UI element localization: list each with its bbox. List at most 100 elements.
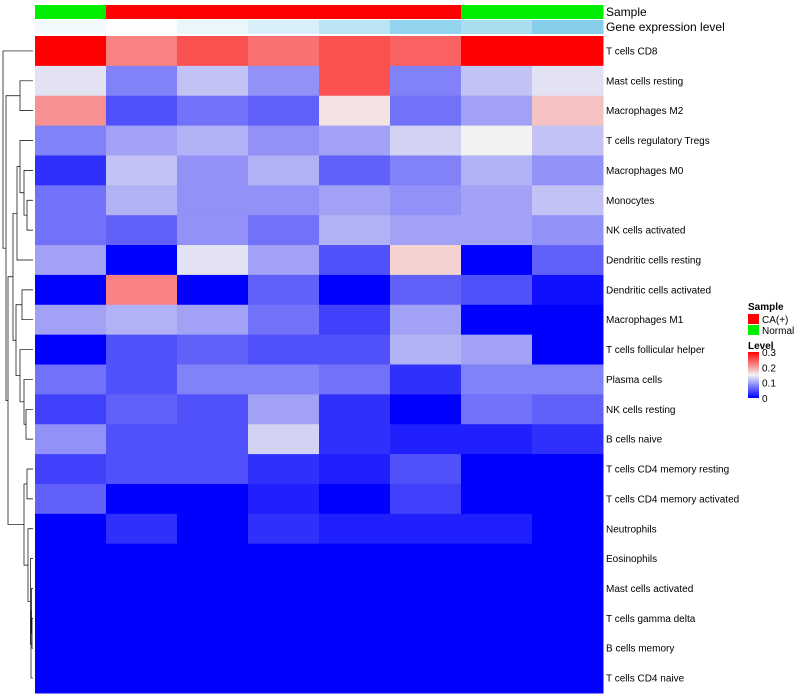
heatmap-cell	[106, 95, 178, 127]
row-label: T cells CD4 naive	[606, 674, 685, 685]
heatmap-cell	[319, 513, 391, 545]
heatmap-cell	[177, 603, 249, 634]
heatmap-cell	[177, 155, 249, 186]
gene-expression-annotation-cell	[177, 20, 249, 34]
sample-annotation-cell	[319, 5, 391, 19]
heatmap-cell	[461, 543, 533, 575]
heatmap-cell	[532, 424, 604, 455]
heatmap-cell	[35, 95, 107, 127]
heatmap-cell	[319, 36, 391, 67]
heatmap-cell	[319, 245, 391, 276]
heatmap-cell	[106, 394, 178, 425]
heatmap-cell	[35, 513, 107, 545]
heatmap-cell	[461, 65, 533, 97]
heatmap-cell	[461, 334, 533, 365]
heatmap-cell	[35, 304, 107, 336]
heatmap-cell	[319, 125, 391, 156]
heatmap-cell	[390, 513, 462, 545]
heatmap-cell	[319, 364, 391, 395]
heatmap-cell	[106, 36, 178, 67]
row-label: T cells CD4 memory resting	[606, 465, 729, 476]
legend-tick: 0.2	[762, 363, 776, 374]
heatmap-cell	[35, 245, 107, 276]
heatmap-cell	[106, 65, 178, 97]
heatmap-cell	[461, 36, 533, 67]
dendrogram-branch	[23, 170, 33, 216]
heatmap-cell	[319, 603, 391, 634]
heatmap-cell	[177, 215, 249, 246]
heatmap-cell	[35, 573, 107, 604]
sample-annotation-cell	[248, 5, 320, 19]
heatmap-cell	[532, 95, 604, 127]
heatmap-cell	[319, 394, 391, 425]
heatmap-cell	[532, 543, 604, 575]
heatmap-cell	[177, 304, 249, 336]
row-label: NK cells activated	[606, 226, 685, 237]
heatmap-cell	[461, 633, 533, 664]
heatmap-cell	[319, 95, 391, 127]
gene-expression-annotation-cell	[248, 20, 320, 34]
dendrogram-branch	[16, 166, 33, 261]
heatmap-cell	[461, 245, 533, 276]
heatmap-cell	[532, 394, 604, 425]
dendrogram-branch	[21, 289, 33, 321]
heatmap-cell	[390, 65, 462, 97]
row-label: T cells CD8	[606, 46, 658, 57]
dendrogram-branch	[26, 199, 33, 231]
heatmap-cell	[177, 274, 249, 306]
heatmap-cell	[532, 334, 604, 365]
heatmap-cell	[177, 483, 249, 515]
heatmap-cell	[35, 215, 107, 246]
heatmap-cell	[390, 603, 462, 634]
heatmap-cell	[319, 573, 391, 604]
dendrogram-branch	[23, 483, 28, 566]
heatmap-cell	[461, 394, 533, 425]
heatmap-cell	[248, 125, 320, 156]
heatmap-cell	[390, 125, 462, 156]
heatmap-cell	[35, 36, 107, 67]
row-label: B cells naive	[606, 435, 663, 446]
heatmap-cell	[248, 663, 320, 694]
heatmap-cell	[177, 543, 249, 575]
row-label: T cells regulatory Tregs	[606, 136, 710, 147]
row-label: Plasma cells	[606, 375, 662, 386]
heatmap-cell	[390, 245, 462, 276]
heatmap-cell	[461, 663, 533, 694]
heatmap-cell	[319, 334, 391, 365]
sample-annotation-cell	[106, 5, 178, 19]
row-label: Mast cells activated	[606, 584, 693, 595]
heatmap-cell	[461, 185, 533, 216]
heatmap-cell	[319, 633, 391, 664]
heatmap-cell	[532, 215, 604, 246]
heatmap-cell	[177, 334, 249, 365]
legend-tick: 0.1	[762, 379, 776, 390]
heatmap-cell	[177, 364, 249, 395]
heatmap-cell	[319, 483, 391, 515]
heatmap-cell	[35, 185, 107, 216]
legend-sample-title: Sample	[748, 302, 784, 313]
heatmap-cell	[532, 603, 604, 634]
sample-annotation-cell	[390, 5, 462, 19]
heatmap-cell	[248, 155, 320, 186]
heatmap-cell	[532, 364, 604, 395]
heatmap-cell	[35, 125, 107, 156]
gene-expression-annotation-cell	[532, 20, 604, 34]
heatmap-cell	[390, 424, 462, 455]
heatmap-cell	[35, 155, 107, 186]
heatmap-cell	[177, 513, 249, 545]
heatmap-cell	[461, 155, 533, 186]
gene-expression-annotation-cell	[106, 20, 178, 34]
heatmap-cell	[390, 95, 462, 127]
heatmap-cell	[106, 454, 178, 485]
heatmap-cell	[390, 304, 462, 336]
gene-expression-annotation-cell	[319, 20, 391, 34]
heatmap-cell	[532, 36, 604, 67]
sample-annotation-cell	[35, 5, 107, 19]
heatmap-cell	[461, 603, 533, 634]
heatmap-cell	[35, 394, 107, 425]
row-label: Dendritic cells resting	[606, 255, 701, 266]
heatmap-cell	[532, 125, 604, 156]
heatmap-cell	[106, 513, 178, 545]
dendrogram-branch	[12, 212, 17, 341]
heatmap-cell	[248, 543, 320, 575]
